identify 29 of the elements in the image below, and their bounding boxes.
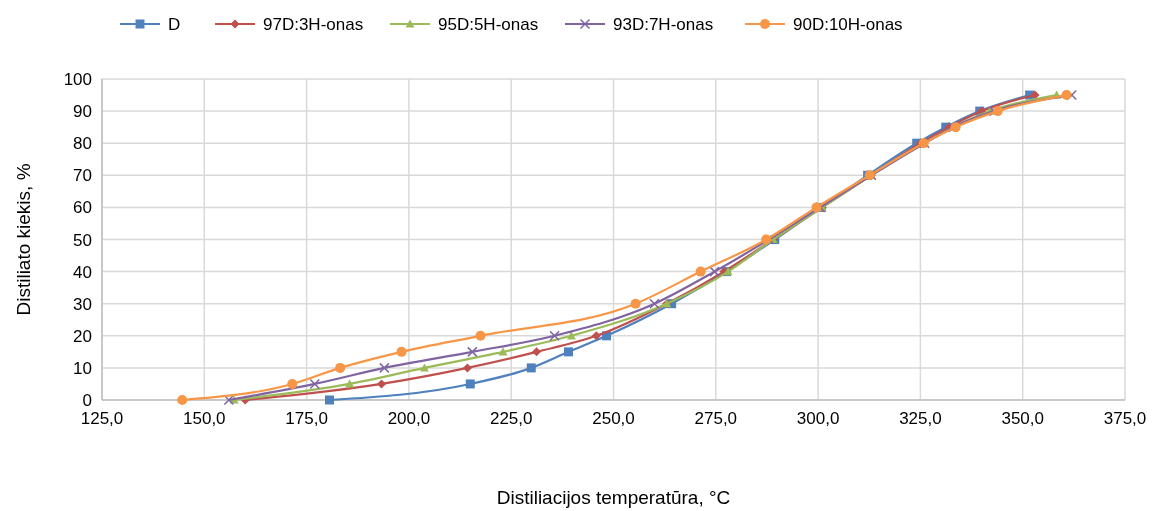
x-tick-label: 300,0 (796, 409, 840, 428)
y-tick-label: 70 (73, 166, 92, 186)
x-tick-label: 150,0 (183, 409, 226, 428)
x-tick-label: 325,0 (899, 409, 942, 428)
x-tick-label: 200,0 (387, 409, 431, 428)
y-tick-label: 80 (73, 134, 92, 154)
legend-label: 95D:5H-onas (438, 15, 539, 34)
legend-label: 97D:3H-onas (263, 15, 364, 34)
y-tick-label: 30 (73, 294, 92, 314)
legend-label: 90D:10H-onas (793, 15, 903, 34)
x-axis-title: Distiliacijos temperatūra, °C (496, 487, 731, 508)
y-axis-title: Distiliato kiekis, % (13, 163, 34, 316)
y-tick-label: 0 (82, 391, 92, 410)
x-tick-label: 350,0 (1001, 409, 1044, 428)
y-tick-label: 60 (73, 198, 92, 218)
x-tick-label: 275,0 (694, 409, 738, 428)
y-tick-label: 100 (63, 70, 92, 89)
x-tick-label: 175,0 (285, 409, 328, 428)
x-tick-label: 125,0 (80, 409, 124, 428)
y-tick-label: 10 (73, 358, 92, 378)
x-tick-label: 225,0 (489, 409, 533, 428)
y-tick-label: 40 (73, 262, 92, 282)
legend-label: D (168, 15, 181, 34)
y-tick-label: 50 (73, 230, 92, 250)
legend-label: 93D:7H-onas (613, 15, 714, 34)
y-tick-label: 20 (73, 326, 92, 346)
y-tick-label: 90 (73, 102, 92, 122)
x-tick-label: 375,0 (1103, 409, 1147, 428)
x-tick-label: 250,0 (592, 409, 635, 428)
